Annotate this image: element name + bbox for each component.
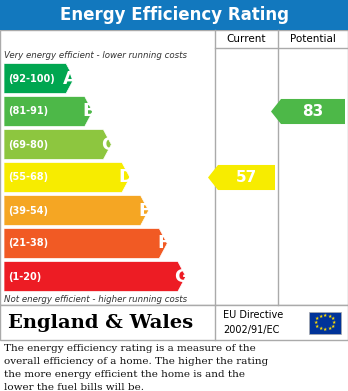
Text: Potential: Potential [290,34,336,44]
Text: G: G [174,267,189,285]
Text: ★: ★ [332,320,336,325]
Text: ★: ★ [327,326,332,331]
Text: (69-80): (69-80) [8,140,48,149]
Text: Current: Current [227,34,266,44]
Text: C: C [101,136,114,154]
Text: ★: ★ [327,314,332,319]
Polygon shape [4,163,130,192]
Text: England & Wales: England & Wales [8,314,193,332]
Text: ★: ★ [318,326,323,331]
Text: The energy efficiency rating is a measure of the
overall efficiency of a home. T: The energy efficiency rating is a measur… [4,344,268,391]
Polygon shape [4,97,93,127]
Text: F: F [157,235,169,253]
Text: (55-68): (55-68) [8,172,48,183]
Text: ★: ★ [331,323,335,328]
Polygon shape [4,228,167,258]
Text: (81-91): (81-91) [8,106,48,117]
Text: B: B [82,102,96,120]
Text: ★: ★ [323,313,327,318]
Polygon shape [4,63,74,93]
Text: ★: ★ [323,327,327,332]
Text: EU Directive
2002/91/EC: EU Directive 2002/91/EC [223,310,283,334]
Text: ★: ★ [331,316,335,321]
Bar [0,0,348,30]
Text: D: D [118,169,134,187]
Polygon shape [4,196,149,226]
Text: E: E [139,201,151,219]
Bar [0,305,348,340]
Polygon shape [271,99,345,124]
Text: ★: ★ [314,320,318,325]
Text: 57: 57 [236,170,257,185]
Text: Energy Efficiency Rating: Energy Efficiency Rating [60,6,288,24]
Text: Not energy efficient - higher running costs: Not energy efficient - higher running co… [4,294,187,303]
Text: (1-20): (1-20) [8,271,41,282]
Text: ★: ★ [315,323,319,328]
Text: Very energy efficient - lower running costs: Very energy efficient - lower running co… [4,50,187,59]
Text: ★: ★ [318,314,323,319]
Polygon shape [4,129,111,160]
Bar [0,30,348,305]
Text: (92-100): (92-100) [8,74,55,84]
Text: (39-54): (39-54) [8,206,48,215]
Polygon shape [208,165,275,190]
Text: ★: ★ [315,316,319,321]
Text: A: A [63,70,77,88]
Text: 83: 83 [302,104,324,119]
Bar [309,312,341,334]
Polygon shape [4,262,186,292]
Text: (21-38): (21-38) [8,239,48,249]
